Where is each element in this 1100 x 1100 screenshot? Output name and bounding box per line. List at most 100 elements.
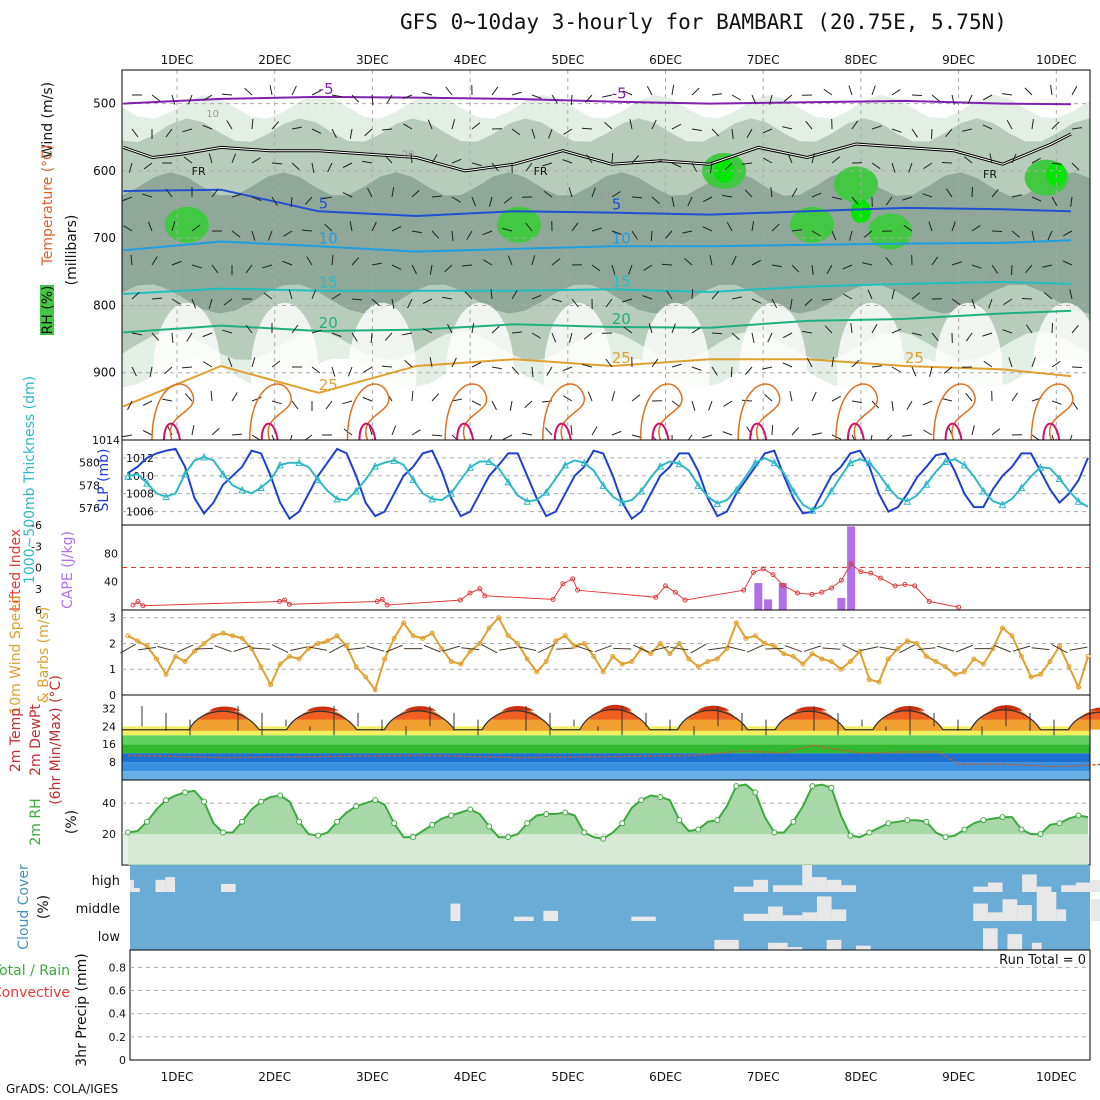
wind-barb [751,94,757,105]
rh-moist-patch [790,206,835,243]
cloud-bin [514,916,534,921]
wind-barb [789,298,793,309]
wind-barb [831,156,841,164]
wind-barb [151,332,160,341]
wind-barb [1025,264,1033,274]
wind-barb [791,229,802,232]
cloud-bin [155,879,166,892]
wind-barb [1071,127,1082,130]
thickness-marker [808,506,817,514]
temp-warm-fill [199,708,249,720]
cloud-bin [1017,905,1032,921]
wind-barb [162,398,173,402]
wind-barb [191,298,197,309]
wind-barb [851,120,859,130]
cloud-bin [450,903,461,921]
cloud-bin [826,879,842,892]
surface-wind-barb [233,645,251,652]
wind-barb [349,128,353,139]
wind-barb [491,162,499,172]
wind-barb [989,153,993,164]
wind-barb [429,264,433,275]
wind-barb [386,94,393,104]
wind-barb [671,323,676,334]
wind-barb [551,332,557,343]
wind-barb [445,86,453,96]
rh-marker [334,818,341,825]
wind-speed-marker [971,656,977,662]
wind-barb [291,400,299,410]
wind-barb [722,431,733,436]
rh-moist-patch [496,206,541,243]
wind-barb [391,425,397,436]
lifted-index-marker [672,589,678,595]
wind-barb [551,258,561,266]
wind-barb [471,162,482,167]
wind-barb [971,298,976,309]
wind-barb [731,332,740,340]
wind-barb [771,298,778,309]
cloud-bin [130,887,140,892]
surface-wind-barb [1051,643,1068,654]
rh-marker [429,821,436,828]
millibars-axis-label: (millibars) [64,215,80,286]
wind-barb [849,230,853,241]
wind-barb [546,366,553,376]
wind-speed-marker [819,656,825,662]
wind-speed-marker [667,651,673,657]
lifted-index-marker [379,596,385,602]
precip-convective-label: Convective [0,985,70,1001]
wind-barb [223,298,233,306]
wind-barb [951,261,962,266]
temp-color-band [122,753,1090,763]
wind-barb [885,256,893,266]
wind-barb [442,296,453,300]
cloud-bin [165,877,176,892]
wind-barb [231,230,241,238]
cloud-row-label: middle [76,902,120,917]
wind-barb [462,264,473,267]
surface-wind-barb [670,646,689,651]
wind-barb [451,158,462,164]
thickness-marker [504,477,513,486]
wind-barb [1011,230,1021,238]
wind-barb [928,221,933,232]
cloud-bin [987,882,1003,892]
wind-barb [371,298,380,307]
wind-barb [202,124,213,130]
wind-barb [1008,357,1013,368]
wind-barb [542,162,553,167]
wind-speed-marker [1047,659,1053,665]
slp-axis-label: SLP (mb) [96,448,112,511]
slp-tick: 1012 [126,452,154,465]
cloud-bin [1036,886,1052,892]
wind-barb [525,222,533,232]
wind-barb [551,94,558,104]
rh-saturated-patch [850,199,871,224]
thickness-marker [903,497,912,505]
lifted-index-marker [277,599,283,604]
wind-speed-marker [1028,674,1034,680]
isotherm-label: 15 [612,272,631,290]
wind-speed-marker [182,659,188,665]
wind-barb [643,264,653,271]
wind-barb [731,255,737,266]
thickness-marker [884,483,893,492]
wind-barb [231,193,242,198]
wind-speed-marker [876,679,882,685]
run-total-label: Run Total = 0 [999,953,1086,968]
rh-marker [486,823,493,830]
wind-barb [331,332,342,338]
surface-wind-barb [537,644,555,654]
wind-barb [447,323,453,334]
wind-speed-marker [933,659,939,665]
isotherm-label: 25 [905,349,924,367]
lifted-index-line [132,563,959,608]
wind-barb [466,230,473,240]
surface-wind-barb [328,643,346,654]
rh-dry-cell [836,302,905,443]
wind-barb [591,264,601,272]
lifted-index-marker [653,594,659,600]
surface-wind-barb [613,647,632,650]
isotherm-label: 15 [319,274,338,292]
